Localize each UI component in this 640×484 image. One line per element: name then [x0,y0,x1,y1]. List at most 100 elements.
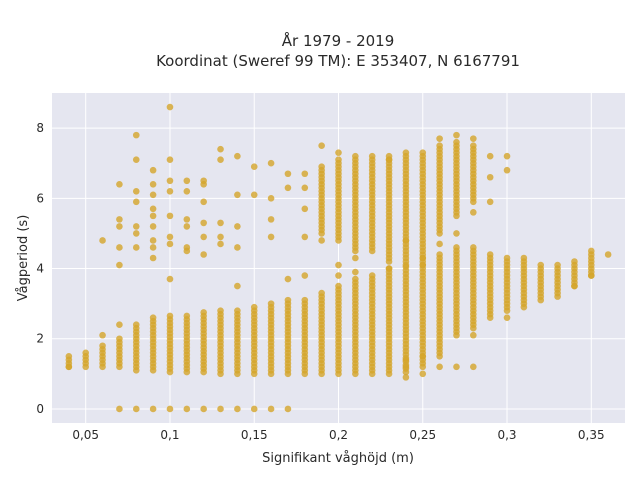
data-point [385,265,393,272]
data-point [436,251,443,258]
data-point [318,289,325,297]
data-point [149,244,157,251]
data-point [200,405,207,413]
data-point [453,138,460,146]
data-point [200,180,207,188]
data-point [99,331,106,339]
data-point [554,261,561,269]
data-point [166,103,174,111]
data-point [470,331,477,339]
data-point [116,216,123,223]
data-point [503,166,511,174]
chart-title-line1: År 1979 - 2019 [282,31,395,50]
data-point [116,180,123,188]
y-tick-label: 2 [36,332,44,346]
data-point [166,156,174,164]
data-point [200,309,207,316]
data-point [217,156,224,164]
data-point [217,219,224,227]
data-point [116,405,123,413]
data-point [149,212,157,220]
data-point [284,184,292,192]
data-point [402,149,410,156]
data-points [65,103,612,413]
x-axis-ticks: 0,05 0,1 0,15 0,2 0,25 0,3 0,35 [72,428,604,442]
y-tick-label: 8 [36,121,44,135]
data-point [453,131,460,139]
data-point [166,312,174,320]
data-point [470,363,477,371]
data-point [234,152,241,160]
data-point [217,405,224,413]
data-point [301,233,309,241]
data-point [132,230,140,237]
data-point [436,363,443,371]
data-point [335,149,342,156]
data-point [149,205,157,213]
data-point [166,240,174,248]
data-point [183,216,191,223]
data-point [267,233,275,241]
data-point [116,244,123,251]
data-point [335,156,342,164]
data-point [587,272,595,279]
data-point [234,244,241,251]
data-point [486,198,494,206]
data-point [419,363,427,371]
data-point [250,303,258,311]
x-tick-label: 0,3 [497,428,516,442]
data-point [200,233,207,241]
data-point [267,405,275,413]
data-point [132,321,140,329]
data-point [301,184,309,192]
y-axis-title: Vågperiod (s) [16,215,31,302]
data-point [166,212,174,220]
data-point [65,363,73,371]
data-point [284,405,292,413]
data-point [200,251,207,258]
data-point [149,237,157,244]
data-point [571,282,578,290]
data-point [284,275,292,283]
data-point [166,233,174,241]
data-point [587,247,595,255]
data-point [402,237,410,244]
y-axis-ticks: 0 2 4 6 8 [36,121,44,416]
data-point [149,191,157,199]
data-point [200,198,207,206]
data-point [402,363,410,371]
y-tick-label: 0 [36,402,44,416]
data-point [217,307,224,314]
data-point [149,254,157,262]
data-point [99,342,106,350]
data-point [453,363,460,371]
data-point [571,258,578,265]
data-point [132,198,140,206]
data-point [301,272,309,279]
data-point [284,170,292,178]
data-point [419,352,427,360]
data-point [402,356,410,364]
data-point [82,349,90,357]
data-point [250,163,258,171]
data-point [436,240,443,248]
data-point [132,187,140,195]
data-point [116,321,123,329]
data-point [166,275,174,283]
data-point [335,272,342,279]
data-point [335,282,342,290]
data-point [250,405,258,413]
data-point [217,240,224,248]
data-point [166,187,174,195]
data-point [234,307,241,314]
data-point [352,275,359,283]
chart-title-line2: Koordinat (Sweref 99 TM): E 353407, N 61… [156,52,520,70]
y-tick-label: 4 [36,262,44,276]
data-point [267,159,275,167]
data-point [486,152,494,160]
data-point [318,142,325,149]
data-point [200,219,207,227]
data-point [352,268,359,276]
data-point [301,170,309,178]
